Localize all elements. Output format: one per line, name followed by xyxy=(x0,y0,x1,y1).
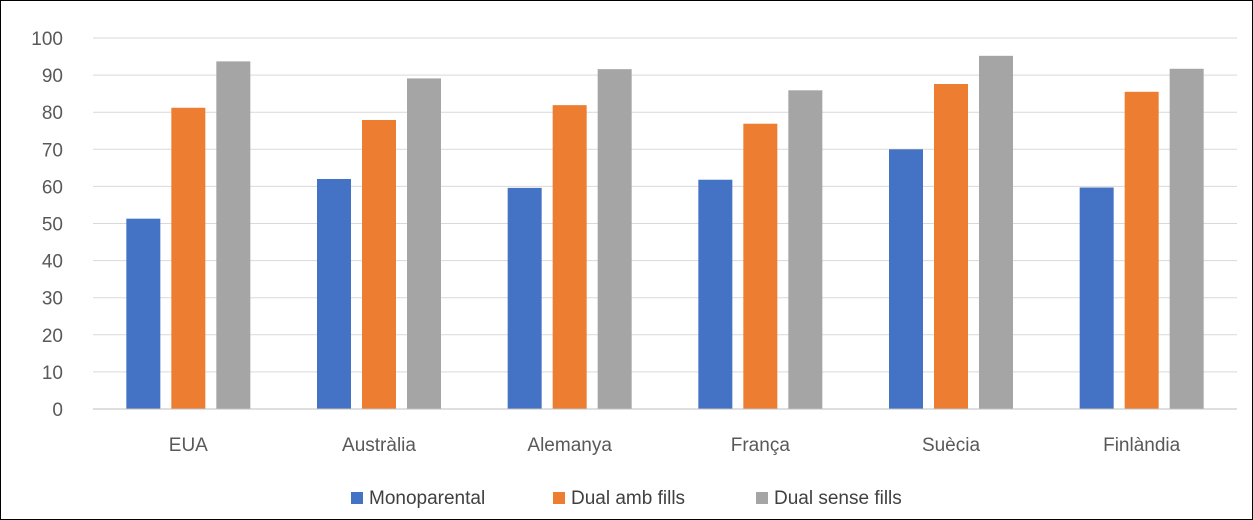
x-category-label: Alemanya xyxy=(527,435,612,456)
y-tick-label: 70 xyxy=(42,140,63,161)
y-tick-label: 50 xyxy=(42,215,63,236)
legend-label: Dual sense fills xyxy=(774,488,902,509)
legend: Monoparental Dual amb fills Dual sense fil… xyxy=(351,488,902,509)
legend-swatch xyxy=(553,492,565,504)
x-axis: EUA Austràlia Alemanya França Suècia Finlàndi… xyxy=(93,409,1237,456)
x-category-label: Suècia xyxy=(922,435,981,456)
gridlines xyxy=(93,38,1237,372)
bar-dual-sense-fills xyxy=(788,90,822,409)
bar-dual-amb-fills xyxy=(934,84,968,409)
bar-monoparental xyxy=(1080,188,1114,409)
y-tick-label: 0 xyxy=(52,400,63,421)
y-tick-label: 90 xyxy=(42,66,63,87)
bar-dual-amb-fills xyxy=(743,124,777,409)
y-tick-label: 60 xyxy=(42,177,63,198)
x-category-label: França xyxy=(731,435,791,456)
x-category-label: Austràlia xyxy=(342,435,416,456)
bar-monoparental xyxy=(508,188,542,409)
bar-dual-sense-fills xyxy=(1170,69,1204,409)
y-tick-label: 30 xyxy=(42,289,63,310)
bar-dual-sense-fills xyxy=(407,78,441,409)
bar-dual-sense-fills xyxy=(979,56,1013,409)
bar-monoparental xyxy=(317,179,351,409)
bar-monoparental xyxy=(126,219,160,409)
bar-dual-amb-fills xyxy=(1125,92,1159,409)
bar-dual-amb-fills xyxy=(553,105,587,409)
y-tick-label: 40 xyxy=(42,252,63,273)
y-axis: 0 10 20 30 40 50 60 70 80 90 100 xyxy=(31,29,63,421)
legend-label: Dual amb fills xyxy=(571,488,685,509)
x-category-label: Finlàndia xyxy=(1103,435,1181,456)
bars xyxy=(126,56,1203,409)
legend-swatch xyxy=(756,492,768,504)
y-tick-label: 10 xyxy=(42,363,63,384)
bar-dual-amb-fills xyxy=(362,120,396,409)
bar-monoparental xyxy=(889,149,923,409)
legend-label: Monoparental xyxy=(369,488,485,509)
bar-monoparental xyxy=(698,180,732,409)
bar-dual-sense-fills xyxy=(598,69,632,409)
y-tick-label: 20 xyxy=(42,326,63,347)
y-tick-label: 100 xyxy=(31,29,63,50)
legend-swatch xyxy=(351,492,363,504)
bar-dual-amb-fills xyxy=(171,108,205,409)
bar-dual-sense-fills xyxy=(216,61,250,409)
x-category-label: EUA xyxy=(169,435,208,456)
y-tick-label: 80 xyxy=(42,103,63,124)
